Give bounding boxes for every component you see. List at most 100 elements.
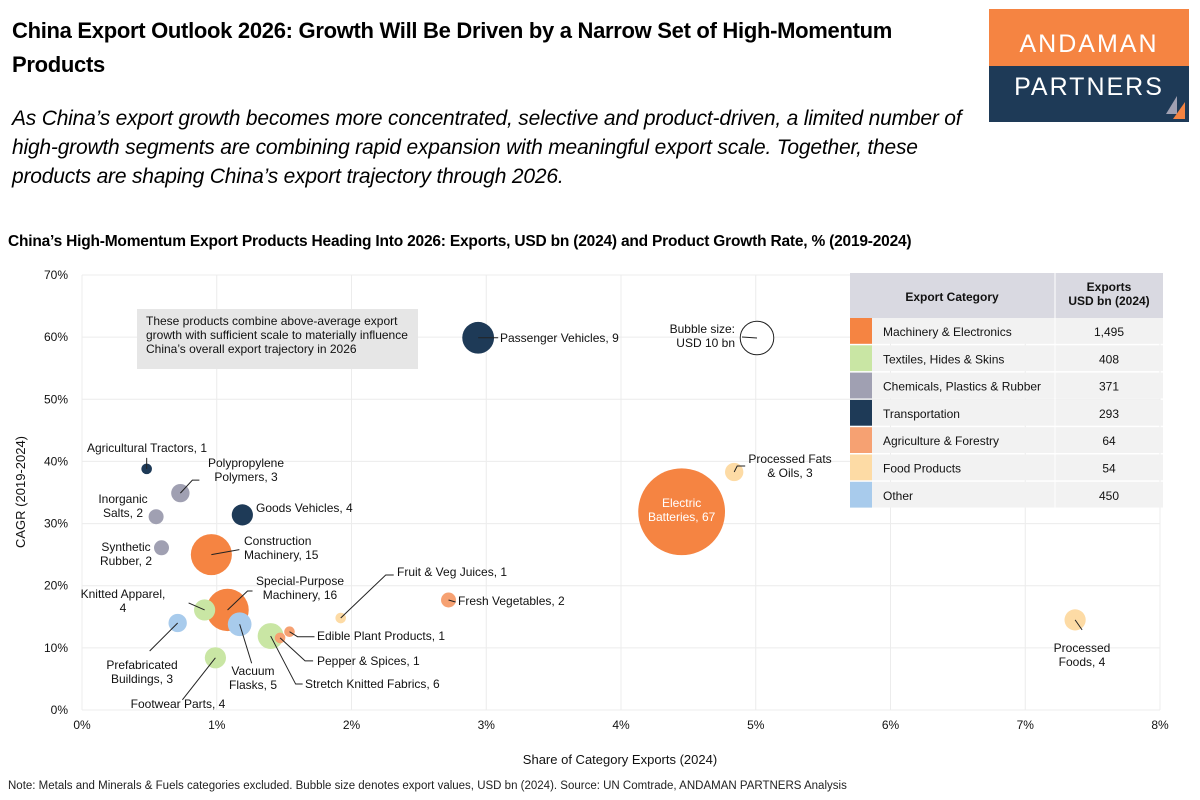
leader-line (270, 635, 303, 685)
legend-value: 54 (1102, 462, 1116, 476)
leader-line (289, 631, 315, 638)
logo-line2: PARTNERS (989, 66, 1189, 122)
legend-category: Chemicals, Plastics & Rubber (883, 380, 1041, 394)
sail-icon (1166, 96, 1185, 119)
bubble-label: Construction Machinery, 15 (244, 534, 319, 562)
bubble-label: Electric Batteries, 67 (648, 496, 716, 524)
x-tick-label: 8% (1151, 718, 1169, 732)
legend-row (850, 481, 1163, 508)
leader-line (149, 622, 179, 652)
leader-line (733, 465, 746, 473)
x-tick-label: 5% (747, 718, 765, 732)
leader-line (211, 549, 240, 556)
bubble-construction-machinery (190, 534, 232, 576)
leader-line (227, 590, 253, 611)
x-tick-label: 6% (882, 718, 900, 732)
bubble-label: Edible Plant Products, 1 (317, 629, 445, 643)
bubble-synthetic-rubber (154, 540, 169, 556)
legend-row (850, 427, 1163, 453)
legend-category: Food Products (883, 462, 961, 476)
legend-value: 1,495 (1094, 325, 1124, 339)
bubble-label: Synthetic Rubber, 2 (100, 540, 152, 568)
legend-value: 371 (1099, 380, 1119, 394)
legend-category: Machinery & Electronics (883, 325, 1012, 339)
chart-title: China’s High-Momentum Export Products He… (8, 233, 912, 250)
page-subtitle: As China’s export growth becomes more co… (12, 107, 962, 188)
x-tick-label: 3% (478, 718, 496, 732)
x-tick-label: 1% (208, 718, 226, 732)
y-tick-label: 60% (44, 330, 68, 344)
logo-line1: ANDAMAN (989, 9, 1189, 66)
leader-line (448, 599, 456, 603)
leader-line (239, 624, 253, 664)
bubble-label: Goods Vehicles, 4 (256, 501, 353, 515)
y-tick-label: 70% (44, 268, 68, 282)
legend-row (850, 372, 1163, 399)
legend-swatch (850, 427, 872, 453)
leader-line (279, 637, 314, 662)
x-tick-label: 4% (612, 718, 630, 732)
legend-swatch (850, 372, 872, 399)
legend-swatch (850, 399, 872, 426)
y-axis-label: CAGR (2019-2024) (13, 436, 28, 548)
legend-row (850, 454, 1163, 481)
bubble-label: Knitted Apparel, 4 (81, 587, 166, 615)
bubble-label: Stretch Knitted Fabrics, 6 (305, 677, 440, 691)
legend-header (850, 273, 1163, 318)
bubble-label: Passenger Vehicles, 9 (500, 331, 619, 345)
bubble-label: Agricultural Tractors, 1 (87, 441, 207, 455)
leader-line (188, 602, 205, 611)
bubble-goods-vehicles (231, 504, 253, 526)
leader-line (1074, 619, 1083, 631)
legend-swatch (850, 345, 872, 372)
legend-category: Textiles, Hides & Skins (883, 352, 1004, 366)
x-tick-label: 7% (1017, 718, 1035, 732)
legend-header-category: Export Category (905, 290, 999, 304)
legend-swatch (850, 318, 872, 344)
legend-category: Agriculture & Forestry (883, 434, 999, 448)
bubble-label: Polypropylene Polymers, 3 (208, 456, 284, 484)
legend-row (850, 399, 1163, 426)
bubble-label: Footwear Parts, 4 (131, 697, 226, 711)
bubble-agricultural-tractors (141, 463, 152, 475)
bubble-label: Inorganic Salts, 2 (98, 492, 147, 520)
annotation-box (137, 309, 418, 369)
annotation-text: These products combine above-average exp… (146, 314, 408, 356)
bubble-size-key-label: Bubble size: USD 10 bn (670, 322, 735, 350)
bubble-label: Vacuum Flasks, 5 (229, 664, 277, 692)
legend-value: 450 (1099, 489, 1119, 503)
y-tick-label: 40% (44, 454, 68, 468)
legend-header-exports: Exports USD bn (2024) (1068, 280, 1149, 308)
y-tick-label: 10% (44, 641, 68, 655)
bubble-label: Special-Purpose Machinery, 16 (256, 574, 344, 602)
legend-value: 408 (1099, 352, 1119, 366)
bubble-label: Pepper & Spices, 1 (317, 654, 420, 668)
leader-line (182, 657, 216, 701)
legend-row (850, 345, 1163, 372)
legend-category: Other (883, 489, 913, 503)
bubble-electric-batteries (638, 468, 726, 556)
x-axis-label: Share of Category Exports (2024) (523, 752, 717, 767)
legend-value: 293 (1099, 407, 1119, 421)
bubble-label: Fresh Vegetables, 2 (458, 594, 565, 608)
legend-swatch (850, 454, 872, 481)
bubble-fresh-vegetables (441, 592, 457, 608)
legend-swatch (850, 481, 872, 508)
bubble-label: Processed Foods, 4 (1054, 641, 1111, 669)
andaman-partners-logo: ANDAMAN PARTNERS (989, 9, 1189, 122)
leader-line (340, 574, 394, 619)
bubble-inorganic-salts (148, 509, 164, 525)
key-leader-line (741, 336, 758, 339)
x-tick-label: 0% (73, 718, 91, 732)
bubble-label: Fruit & Veg Juices, 1 (397, 565, 507, 579)
y-tick-label: 50% (44, 392, 68, 406)
y-tick-label: 20% (44, 579, 68, 593)
bubble-label: Prefabricated Buildings, 3 (106, 658, 177, 686)
y-tick-label: 0% (51, 703, 69, 717)
legend-row (850, 318, 1163, 344)
bubble-label: Processed Fats & Oils, 3 (748, 452, 831, 480)
legend-category: Transportation (883, 407, 960, 421)
x-tick-label: 2% (343, 718, 361, 732)
leader-line (180, 479, 200, 494)
